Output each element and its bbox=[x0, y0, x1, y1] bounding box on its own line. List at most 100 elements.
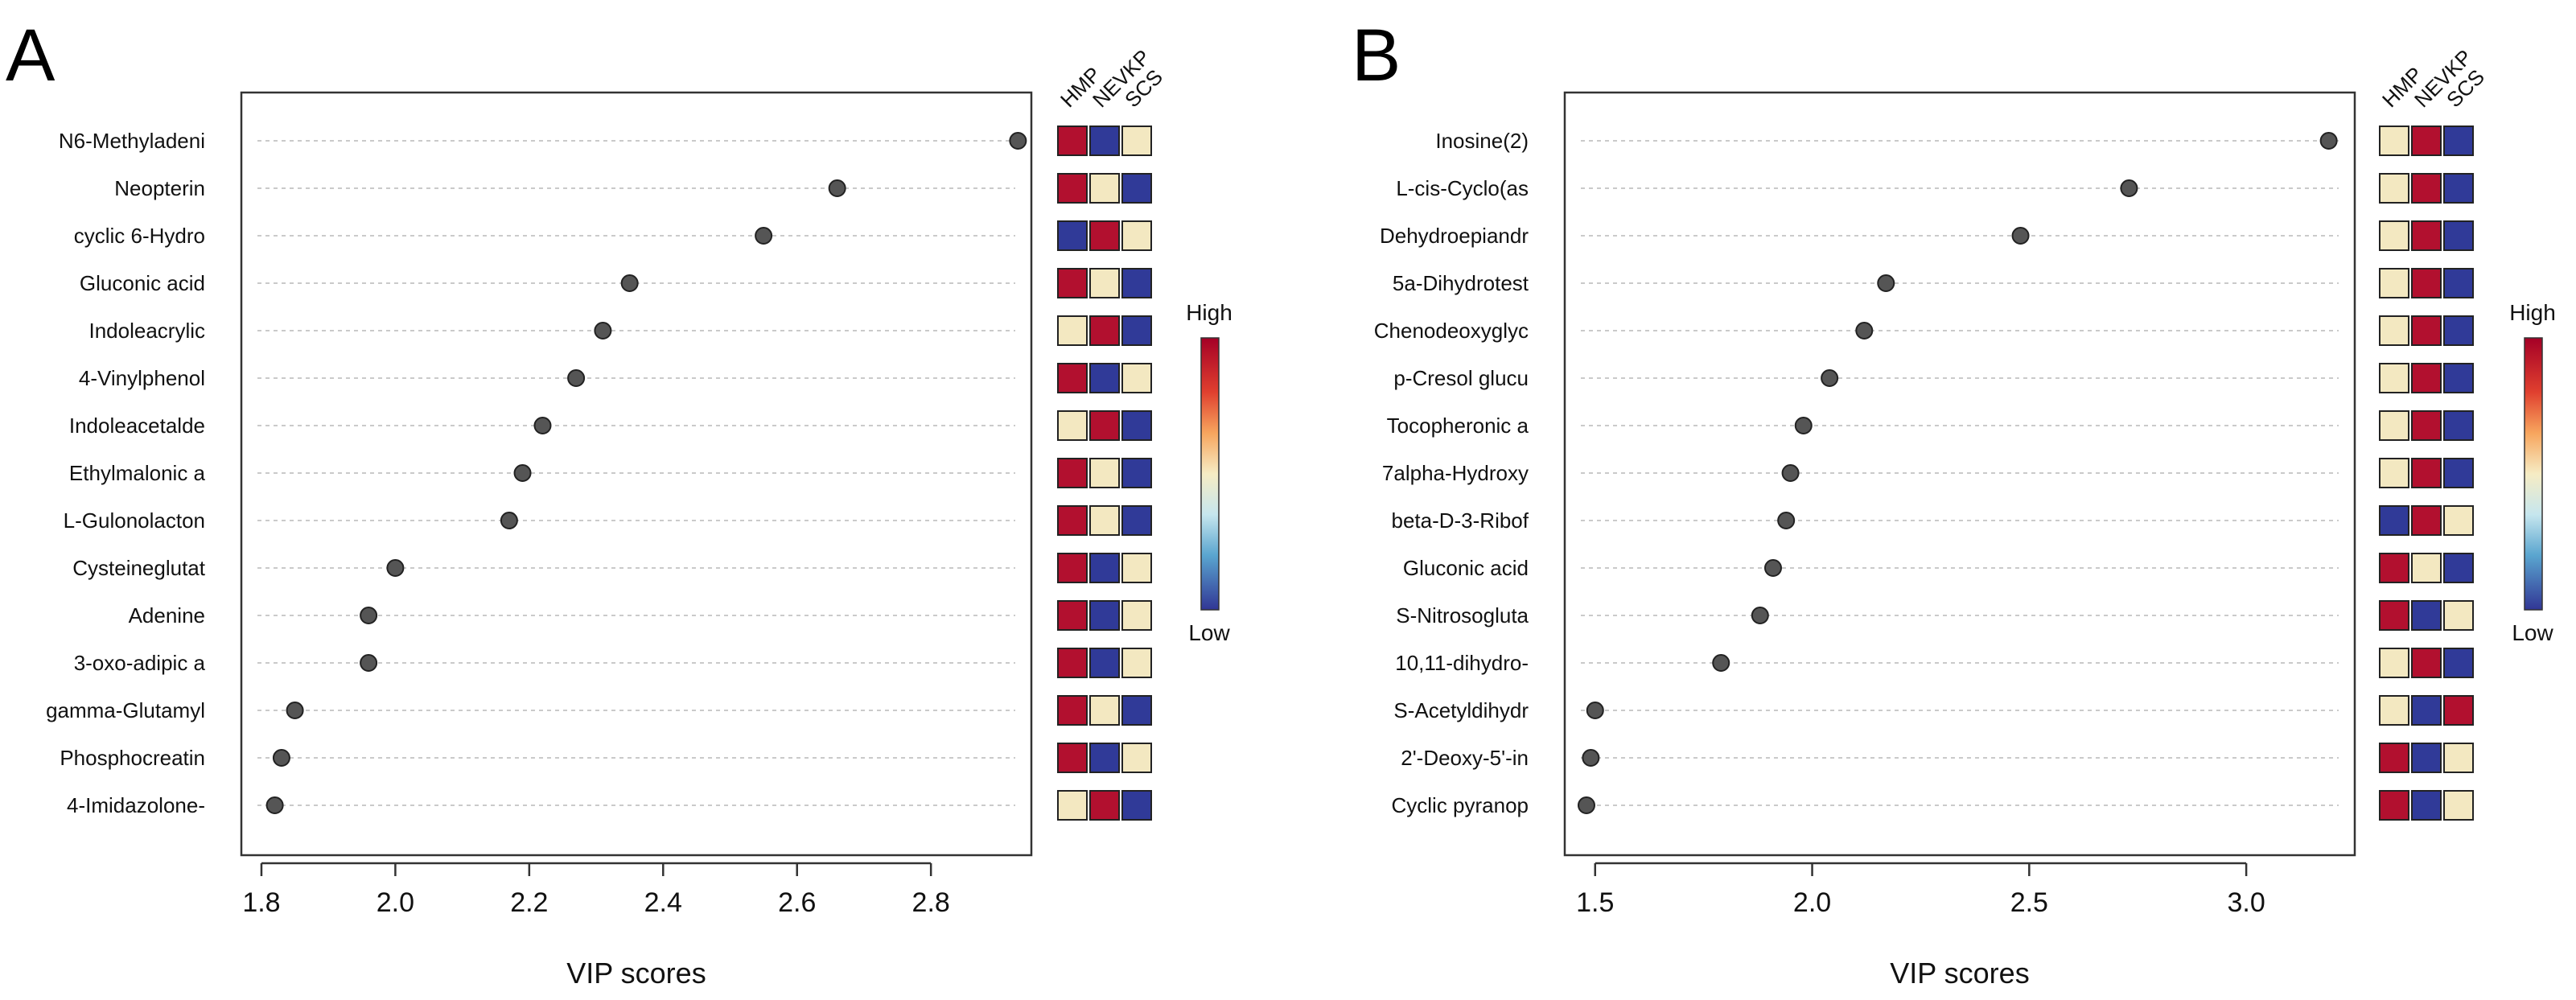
group-cell-nevkp bbox=[2411, 600, 2442, 631]
group-cell-nevkp bbox=[1089, 600, 1120, 631]
row-5: p-Cresol glucu bbox=[1393, 363, 2474, 393]
group-cell-nevkp bbox=[1089, 695, 1120, 726]
row-label: 7alpha-Hydroxy bbox=[1382, 461, 1529, 485]
group-cell-nevkp bbox=[2411, 126, 2442, 156]
group-cell-nevkp bbox=[2411, 743, 2442, 773]
row-label: p-Cresol glucu bbox=[1393, 366, 1529, 390]
plot-frame bbox=[240, 91, 1033, 857]
group-cell-hmp bbox=[1057, 648, 1088, 678]
group-cell-hmp bbox=[2379, 268, 2409, 298]
group-cell-scs bbox=[1121, 315, 1152, 346]
row-label: Chenodeoxyglyc bbox=[1374, 319, 1529, 343]
group-cell-hmp bbox=[1057, 790, 1088, 821]
row-7: 7alpha-Hydroxy bbox=[1382, 458, 2474, 488]
row-label: L-cis-Cyclo(as bbox=[1396, 176, 1529, 200]
group-cell-nevkp bbox=[1089, 220, 1120, 251]
vip-point bbox=[500, 512, 518, 529]
row-8: L-Gulonolacton bbox=[64, 505, 1152, 536]
group-cell-hmp bbox=[2379, 695, 2409, 726]
group-cell-hmp bbox=[2379, 220, 2409, 251]
group-cell-scs bbox=[1121, 363, 1152, 393]
legend-low-label: Low bbox=[1188, 620, 1230, 645]
group-cell-nevkp bbox=[2411, 790, 2442, 821]
legend-low-label: Low bbox=[2512, 620, 2553, 645]
row-label: Adenine bbox=[129, 603, 205, 628]
legend-high-label: High bbox=[1186, 300, 1232, 325]
row-label: Inosine(2) bbox=[1435, 129, 1529, 153]
group-cell-scs bbox=[2443, 790, 2474, 821]
group-cell-hmp bbox=[1057, 695, 1088, 726]
x-tick-label: 1.8 bbox=[242, 887, 280, 918]
x-tick-label: 2.2 bbox=[510, 887, 548, 918]
chart-panel-a: A N6-Methyladeni Neopterin cyclic 6-Hydro Gl… bbox=[6, 14, 1232, 990]
group-cell-nevkp bbox=[1089, 126, 1120, 156]
group-cell-scs bbox=[1121, 458, 1152, 488]
row-9: Gluconic acid bbox=[1403, 553, 2474, 583]
group-cell-nevkp bbox=[2411, 553, 2442, 583]
row-label: 5a-Dihydrotest bbox=[1393, 271, 1529, 295]
x-tick-label: 1.5 bbox=[1576, 887, 1614, 918]
row-label: Neopterin bbox=[114, 176, 205, 200]
row-2: Dehydroepiandr bbox=[1380, 220, 2474, 251]
vip-point bbox=[265, 796, 284, 814]
row-label: beta-D-3-Ribof bbox=[1391, 508, 1529, 533]
row-label: 3-oxo-adipic a bbox=[74, 651, 206, 675]
x-tick-label: 3.0 bbox=[2227, 887, 2265, 918]
row-label: cyclic 6-Hydro bbox=[74, 224, 205, 248]
group-cell-nevkp bbox=[1089, 410, 1120, 441]
x-tick-label: 2.0 bbox=[377, 887, 414, 918]
x-tick-label: 2.6 bbox=[778, 887, 816, 918]
row-4: Indoleacrylic bbox=[88, 315, 1152, 346]
group-cell-scs bbox=[1121, 553, 1152, 583]
group-cell-scs bbox=[2443, 410, 2474, 441]
row-5: 4-Vinylphenol bbox=[79, 363, 1152, 393]
group-cell-hmp bbox=[2379, 600, 2409, 631]
group-cell-hmp bbox=[1057, 553, 1088, 583]
chart-panel-b: B Inosine(2) L-cis-Cyclo(as Dehydroepiandr 5… bbox=[1352, 14, 2556, 990]
row-label: L-Gulonolacton bbox=[64, 508, 205, 533]
group-cell-scs bbox=[1121, 410, 1152, 441]
group-cell-scs bbox=[2443, 553, 2474, 583]
row-3: Gluconic acid bbox=[80, 268, 1152, 298]
group-cell-nevkp bbox=[2411, 363, 2442, 393]
group-cell-scs bbox=[2443, 505, 2474, 536]
row-10: S-Nitrosogluta bbox=[1396, 600, 2474, 631]
row-6: Indoleacetalde bbox=[69, 410, 1152, 441]
group-cell-hmp bbox=[1057, 505, 1088, 536]
group-cell-scs bbox=[1121, 743, 1152, 773]
group-cell-scs bbox=[2443, 695, 2474, 726]
group-cell-scs bbox=[1121, 126, 1152, 156]
group-cell-nevkp bbox=[1089, 363, 1120, 393]
vip-point bbox=[1751, 607, 1769, 624]
group-cell-scs bbox=[1121, 505, 1152, 536]
vip-point bbox=[1794, 417, 1813, 434]
plot-frame bbox=[1563, 91, 2356, 857]
vip-point bbox=[1763, 559, 1782, 577]
group-cell-hmp bbox=[2379, 553, 2409, 583]
vip-point bbox=[1821, 369, 1839, 387]
vip-point bbox=[594, 322, 612, 340]
row-label: 4-Vinylphenol bbox=[79, 366, 205, 390]
vip-point bbox=[360, 654, 378, 672]
group-cell-hmp bbox=[2379, 126, 2409, 156]
group-cell-scs bbox=[2443, 173, 2474, 204]
vip-point bbox=[2319, 132, 2338, 150]
vip-point bbox=[755, 227, 773, 245]
group-cell-nevkp bbox=[2411, 648, 2442, 678]
group-cell-nevkp bbox=[2411, 173, 2442, 204]
vip-point bbox=[1009, 132, 1027, 150]
group-cell-hmp bbox=[1057, 220, 1088, 251]
row-label: Phosphocreatin bbox=[60, 746, 205, 770]
group-cell-nevkp bbox=[1089, 458, 1120, 488]
row-label: gamma-Glutamyl bbox=[46, 698, 205, 722]
vip-point bbox=[567, 369, 586, 387]
group-cell-nevkp bbox=[2411, 505, 2442, 536]
group-cell-hmp bbox=[2379, 505, 2409, 536]
x-tick-label: 2.4 bbox=[644, 887, 682, 918]
group-cell-hmp bbox=[1057, 600, 1088, 631]
group-cell-nevkp bbox=[1089, 648, 1120, 678]
group-cell-scs bbox=[2443, 126, 2474, 156]
x-tick-label: 2.0 bbox=[1793, 887, 1831, 918]
group-cell-hmp bbox=[1057, 173, 1088, 204]
